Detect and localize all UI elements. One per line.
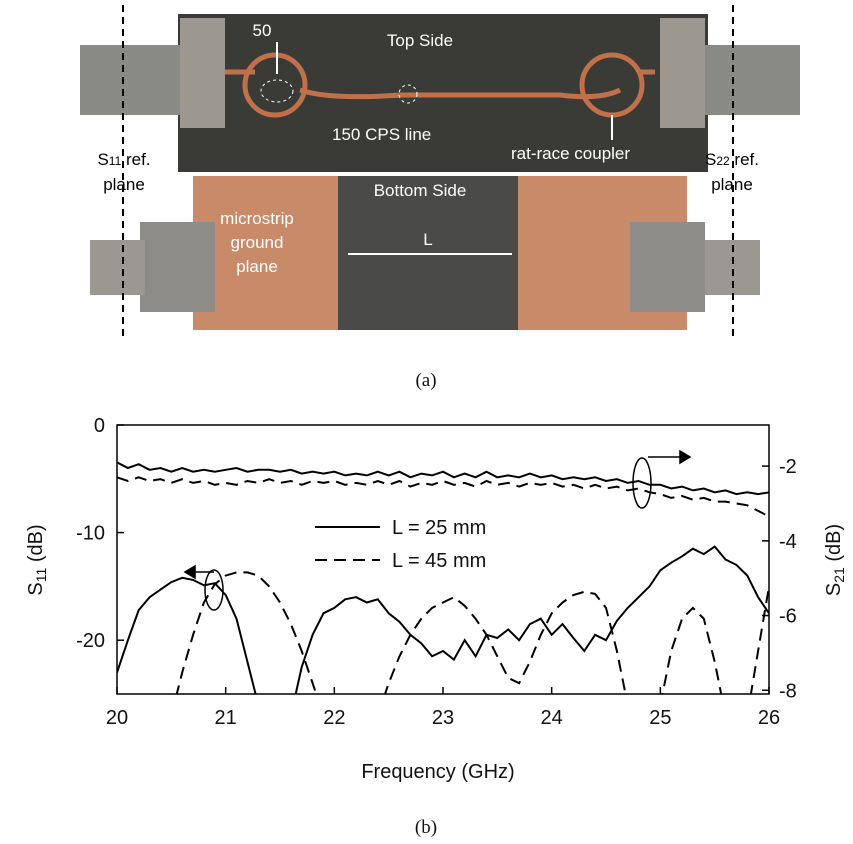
s22-plane-label: S22 ref. xyxy=(705,150,759,169)
coupler-label: rat-race coupler xyxy=(511,144,630,163)
x-tick-label: 20 xyxy=(106,707,128,729)
ground-label: microstrip xyxy=(220,209,294,228)
s11-plane-label: plane xyxy=(103,175,145,194)
y-tick-label: -20 xyxy=(76,630,105,652)
x-tick-label: 26 xyxy=(758,707,780,729)
label-part: (dB) xyxy=(823,524,845,567)
series-line xyxy=(117,461,769,496)
label-sub: 22 xyxy=(716,154,730,168)
label-sub: 11 xyxy=(109,154,122,168)
plot-area xyxy=(117,461,769,694)
y-axis-title: S11 (dB) xyxy=(25,524,49,595)
photo xyxy=(80,5,800,338)
label-part: S xyxy=(823,583,845,596)
label-part: S xyxy=(705,150,716,169)
x-tick-label: 25 xyxy=(649,707,671,729)
x-tick-label: 24 xyxy=(541,707,563,729)
label-sub: 11 xyxy=(33,568,49,583)
s22-plane-label: plane xyxy=(711,175,753,194)
label-part: (dB) xyxy=(25,524,47,567)
label-part: S xyxy=(97,150,108,169)
y2-axis-title: S21 (dB) xyxy=(823,524,847,596)
ground-label: ground xyxy=(231,233,284,252)
impedance-label: 50 xyxy=(253,21,272,40)
s11-plane-label: S11 ref. xyxy=(97,150,150,169)
y2-tick-label: -8 xyxy=(779,680,797,702)
x-tick-label: 22 xyxy=(323,707,345,729)
y2-tick-label: -6 xyxy=(779,606,797,628)
label-part: ref. xyxy=(730,150,759,169)
legend-label: L = 45 mm xyxy=(392,550,486,572)
top-side-label: Top Side xyxy=(387,31,453,50)
y2-tick-label: -2 xyxy=(779,456,797,478)
y-tick-label: 0 xyxy=(94,415,105,437)
series-line xyxy=(117,476,769,518)
caption: (a) xyxy=(415,370,436,391)
label-part: ref. xyxy=(121,150,150,169)
length-label: L xyxy=(423,230,432,249)
label-part: S xyxy=(25,582,47,595)
x-tick-label: 21 xyxy=(215,707,237,729)
y2-tick-label: -4 xyxy=(779,531,797,553)
caption: (b) xyxy=(415,817,437,838)
y-tick-label: -10 xyxy=(76,523,105,545)
bottom-side-label: Bottom Side xyxy=(374,181,467,200)
annotations xyxy=(183,449,692,611)
legend-label: L = 25 mm xyxy=(392,517,486,539)
label-sub: 21 xyxy=(831,567,847,583)
x-tick-label: 23 xyxy=(432,707,454,729)
x-axis-title: Frequency (GHz) xyxy=(361,761,514,783)
ground-label: plane xyxy=(236,257,278,276)
cps-label: 150 CPS line xyxy=(332,125,431,144)
series-line xyxy=(117,545,769,694)
series-line xyxy=(175,571,769,694)
